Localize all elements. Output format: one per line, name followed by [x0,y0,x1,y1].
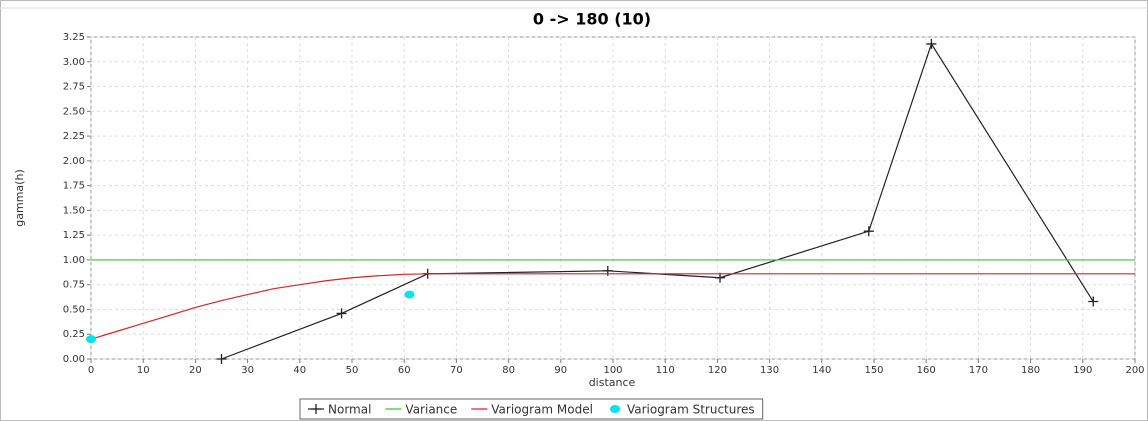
y-tick-label: 0.00 [63,354,85,365]
y-tick-label: 0.50 [63,304,85,315]
legend-label: Variance [405,403,457,417]
legend-item: Variogram Model [471,403,593,417]
point [609,405,620,413]
legend-label: Variogram Model [491,403,593,417]
legend: Normal Variance Variogram Model Variogram S… [308,403,755,417]
x-tick-label: 170 [969,365,988,376]
x-tick-label: 90 [554,365,567,376]
x-tick-label: 100 [603,365,622,376]
point [311,404,321,414]
legend-box [299,398,764,420]
y-tick-label: 0.25 [63,329,85,340]
x-tick-label: 70 [450,365,463,376]
y-tick-label: 2.75 [63,82,85,93]
point [404,290,415,299]
x-tick-label: 160 [917,365,936,376]
point [336,308,347,319]
x-tick-label: 20 [189,365,202,376]
y-tick-label: 0.75 [63,280,85,291]
point [1088,296,1099,307]
y-tick-label: 2.00 [63,156,85,167]
x-tick-label: 200 [1125,365,1144,376]
legend-label: Normal [328,403,371,417]
y-tick-label: 2.25 [63,131,85,142]
x-tick-label: 60 [398,365,411,376]
x-tick-label: 50 [346,365,359,376]
y-axis-label: gamma(h) [13,169,26,226]
x-tick-label: 180 [1021,365,1040,376]
point [926,38,937,49]
x-tick-label: 80 [502,365,515,376]
x-tick-label: 10 [137,365,150,376]
point [86,335,96,344]
y-tick-label: 2.50 [63,106,85,117]
legend-label: Variogram Structures [627,403,755,417]
x-tick-label: 110 [656,365,675,376]
series-line [90,273,1135,340]
y-tick-label: 1.00 [63,255,85,266]
y-tick-label: 1.50 [63,205,85,216]
x-tick-label: 40 [293,365,306,376]
y-tick-label: 1.75 [63,181,85,192]
x-tick-label: 120 [708,365,727,376]
chart-title: 0 -> 180 (10) [533,10,651,29]
y-tick-label: 3.25 [63,32,85,43]
x-tick-label: 190 [1073,365,1092,376]
point [216,354,227,364]
y-tick-label: 3.00 [63,57,85,68]
x-tick-label: 150 [864,365,883,376]
x-tick-label: 0 [88,365,94,376]
legend-item: Variogram Structures [609,403,755,417]
x-tick-label: 130 [760,365,779,376]
legend-item: Variance [385,403,457,417]
point [863,226,874,237]
y-tick-label: 1.25 [63,230,85,241]
x-tick-label: 140 [812,365,831,376]
point [715,272,726,283]
x-axis-label: distance [589,376,636,389]
x-tick-label: 30 [241,365,254,376]
legend-item: Normal [308,403,371,417]
